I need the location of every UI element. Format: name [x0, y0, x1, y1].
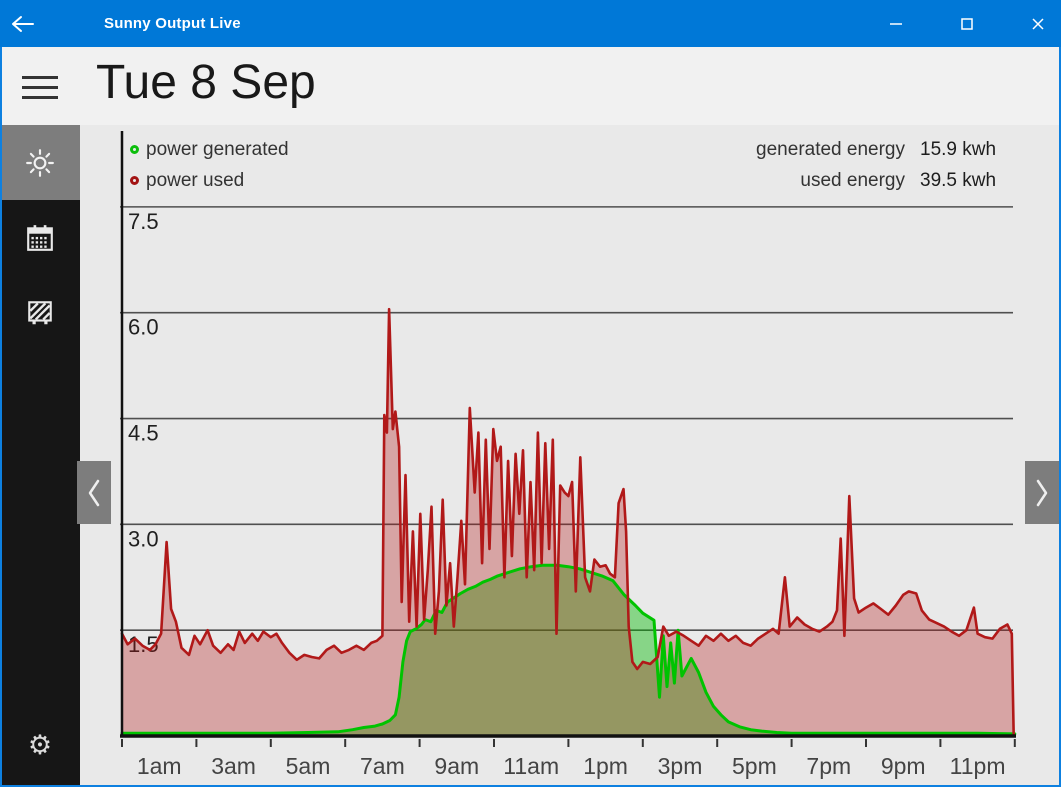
svg-text:7pm: 7pm	[806, 753, 851, 779]
generated-legend-marker-icon	[130, 145, 139, 154]
used-legend-marker-icon	[130, 176, 139, 185]
chart-panel: 7.5 6.0 4.5 3.0 1.5 1am 3am 5am 7am 9am 11am 1pm 3pm…	[80, 125, 1061, 787]
legend-label: power used	[146, 169, 245, 191]
close-icon	[1032, 17, 1044, 30]
svg-text:11am: 11am	[503, 753, 559, 779]
previous-day-button[interactable]	[77, 461, 111, 524]
svg-text:11pm: 11pm	[950, 753, 1006, 779]
svg-text:9am: 9am	[434, 753, 479, 779]
next-day-button[interactable]	[1025, 461, 1059, 524]
svg-text:9pm: 9pm	[881, 753, 926, 779]
settings-button[interactable]: ⚙	[0, 721, 80, 769]
maximize-icon	[961, 17, 973, 30]
chevron-left-icon	[88, 479, 100, 506]
sidebar-item-solar-panels[interactable]	[0, 275, 80, 350]
legend-item-generated: power generated	[130, 134, 289, 165]
calendar-icon	[27, 224, 53, 251]
energy-stats: generated energy 15.9 kwh used energy 39…	[756, 134, 1012, 196]
sun-icon	[26, 148, 54, 177]
svg-text:1am: 1am	[137, 753, 182, 779]
maximize-button[interactable]	[944, 0, 990, 47]
hamburger-menu-button[interactable]	[22, 76, 58, 100]
svg-text:4.5: 4.5	[128, 421, 159, 446]
svg-text:7.5: 7.5	[128, 209, 159, 234]
used-energy-row: used energy 39.5 kwh	[756, 165, 1012, 196]
sidebar-item-day-view[interactable]	[0, 125, 80, 200]
back-button[interactable]	[0, 0, 46, 47]
chart-legend: power generated power used	[130, 134, 289, 196]
used-energy-value: 39.5 kwh	[920, 169, 997, 191]
titlebar: Sunny Output Live	[0, 0, 1061, 47]
page-title-date: Tue 8 Sep	[96, 56, 316, 109]
sidebar: ⚙	[0, 125, 80, 787]
gear-icon: ⚙	[27, 729, 53, 760]
svg-text:7am: 7am	[360, 753, 405, 779]
svg-text:1pm: 1pm	[583, 753, 628, 779]
minimize-button[interactable]	[873, 0, 919, 47]
svg-text:5am: 5am	[286, 753, 331, 779]
hamburger-icon	[22, 76, 58, 79]
header: Tue 8 Sep	[0, 47, 1061, 125]
app-title: Sunny Output Live	[104, 15, 241, 32]
legend-label: power generated	[146, 138, 289, 160]
chevron-right-icon	[1036, 479, 1048, 506]
svg-text:3pm: 3pm	[658, 753, 703, 779]
generated-energy-label: generated energy	[756, 138, 905, 160]
svg-text:5pm: 5pm	[732, 753, 777, 779]
svg-text:6.0: 6.0	[128, 315, 159, 340]
close-button[interactable]	[1015, 0, 1061, 47]
generated-energy-row: generated energy 15.9 kwh	[756, 134, 1012, 165]
back-arrow-icon	[12, 15, 34, 32]
svg-text:3.0: 3.0	[128, 526, 159, 551]
used-energy-label: used energy	[800, 169, 905, 191]
sidebar-item-calendar[interactable]	[0, 200, 80, 275]
solar-panel-icon	[28, 300, 52, 324]
generated-energy-value: 15.9 kwh	[920, 138, 997, 160]
legend-item-used: power used	[130, 165, 289, 196]
minimize-icon	[890, 22, 902, 25]
window-controls	[848, 0, 1061, 47]
svg-text:3am: 3am	[211, 753, 256, 779]
